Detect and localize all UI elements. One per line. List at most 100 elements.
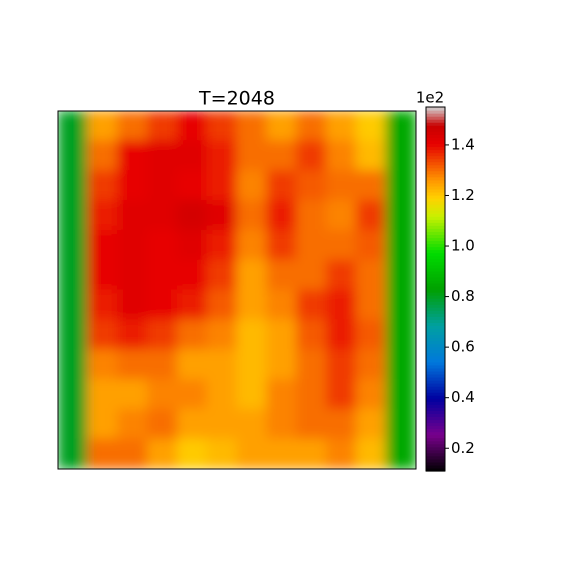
colorbar-step: [426, 252, 445, 257]
heat-cell: [87, 438, 119, 469]
heat-cell: [326, 349, 357, 380]
colorbar-step: [426, 149, 445, 154]
colorbar-step: [426, 222, 445, 226]
colorbar-step: [426, 370, 445, 375]
heat-cell: [236, 200, 268, 231]
colorbar-step: [426, 395, 445, 399]
colorbar-step: [426, 313, 445, 317]
heat-cell: [147, 289, 178, 321]
colorbar-step: [426, 337, 445, 342]
heat-cell: [206, 229, 238, 261]
colorbar-step: [426, 328, 445, 333]
heat-cell: [326, 229, 357, 261]
colorbar-step: [426, 258, 445, 263]
heat-cell: [147, 349, 178, 380]
colorbar-step: [426, 237, 445, 242]
heat-cell: [176, 229, 208, 261]
colorbar-step: [426, 295, 445, 299]
colorbar-step: [426, 225, 445, 229]
colorbar-step: [426, 304, 445, 308]
heat-cell: [117, 289, 148, 321]
colorbar-step: [426, 325, 445, 330]
heat-cell: [117, 200, 148, 231]
colorbar-step: [426, 213, 445, 217]
heat-cell: [266, 319, 298, 351]
colorbar-step: [426, 322, 445, 326]
heat-cell: [176, 438, 208, 469]
heat-cell: [326, 170, 357, 201]
colorbar-step: [426, 376, 445, 381]
heat-cell: [266, 200, 298, 231]
colorbar-step: [426, 282, 445, 287]
heat-cell: [58, 200, 89, 231]
colorbar-step: [426, 240, 445, 245]
heat-cell: [326, 379, 357, 410]
colorbar-step: [426, 194, 445, 199]
colorbar-step: [426, 410, 445, 414]
heat-cell: [236, 438, 268, 469]
heat-cell: [206, 379, 238, 410]
colorbar-step: [426, 125, 445, 129]
colorbar-step: [426, 404, 445, 408]
heat-cell: [176, 408, 208, 440]
colorbar-step: [426, 176, 445, 181]
colorbar-step: [426, 243, 445, 248]
heat-cell: [296, 349, 327, 380]
heat-cell: [206, 349, 238, 380]
colorbar-step: [426, 298, 445, 302]
colorbar-step: [426, 234, 445, 239]
colorbar-step: [426, 349, 445, 354]
heat-cell: [266, 379, 298, 410]
colorbar-step: [426, 407, 445, 411]
colorbar-step: [426, 185, 445, 190]
colorbar-step: [426, 367, 445, 372]
colorbar-step: [426, 249, 445, 254]
heat-cell: [355, 229, 387, 261]
colorbar-step: [426, 113, 445, 117]
heat-cell: [236, 408, 268, 440]
colorbar-step: [426, 137, 445, 141]
heat-cell: [385, 438, 416, 469]
heat-cell: [117, 379, 148, 410]
heat-cell: [355, 170, 387, 201]
heat-cell: [266, 289, 298, 321]
heat-cell: [58, 111, 89, 142]
colorbar-step: [426, 437, 445, 442]
heat-cell: [355, 379, 387, 410]
colorbar-step: [426, 307, 445, 311]
colorbar-step: [426, 392, 445, 396]
heat-cell: [296, 200, 327, 231]
colorbar-step: [426, 446, 445, 451]
colorbar-step: [426, 398, 445, 402]
heat-cell: [355, 259, 387, 291]
heat-cell: [176, 319, 208, 351]
colorbar-step: [426, 152, 445, 157]
heat-cell: [58, 289, 89, 321]
colorbar-step: [426, 428, 445, 433]
colorbar-step: [426, 364, 445, 369]
colorbar-tick-label: 0.2: [451, 439, 475, 457]
heat-cell: [326, 319, 357, 351]
heat-cell: [385, 170, 416, 201]
colorbar-step: [426, 383, 445, 387]
heat-cell: [206, 289, 238, 321]
heat-cell: [58, 408, 89, 440]
colorbar-step: [426, 380, 445, 384]
colorbar-step: [426, 355, 445, 360]
colorbar-step: [426, 188, 445, 193]
heat-cell: [355, 438, 387, 469]
colorbar: 0.2 0.4 0.6 0.8 1.0 1.2 1.4: [425, 106, 475, 472]
heat-cell: [58, 229, 89, 261]
colorbar-step: [426, 449, 445, 454]
colorbar-step: [426, 116, 445, 120]
heat-cell: [87, 289, 119, 321]
colorbar-step: [426, 170, 445, 175]
colorbar-step: [426, 173, 445, 178]
colorbar-step: [426, 134, 445, 138]
heat-cell: [87, 200, 119, 231]
colorbar-step: [426, 182, 445, 187]
heat-cell: [147, 170, 178, 201]
heat-cell: [58, 170, 89, 201]
colorbar-offset: 1e2: [416, 89, 444, 107]
